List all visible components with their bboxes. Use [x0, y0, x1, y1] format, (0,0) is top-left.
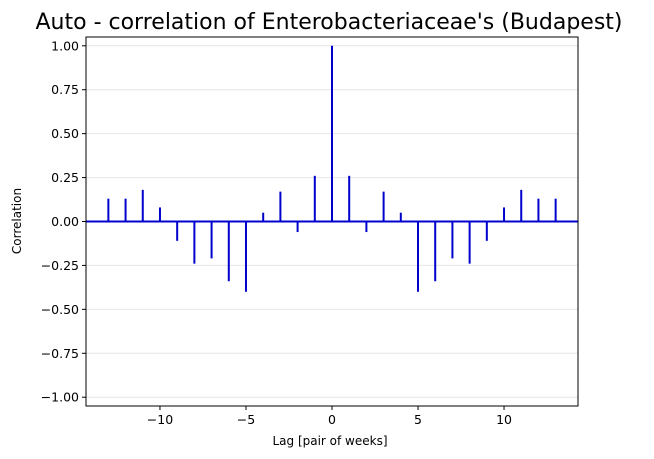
x-tick-label: −5 — [237, 412, 255, 427]
y-tick-label: 1.00 — [51, 38, 79, 53]
y-tick-label: −0.25 — [41, 258, 79, 273]
y-tick-label: 0.50 — [51, 126, 79, 141]
y-tick-label: −0.75 — [41, 346, 79, 361]
y-axis-label: Correlation — [10, 188, 24, 254]
chart-title: Auto - correlation of Enterobacteriaceae… — [36, 10, 623, 35]
y-tick-label: 0.00 — [51, 214, 79, 229]
y-tick-label: −0.50 — [41, 302, 79, 317]
correlation-bars — [107, 45, 557, 292]
x-tick-label: 10 — [496, 412, 512, 427]
x-axis-ticks: −10 −5 0 5 10 — [147, 406, 512, 427]
x-tick-label: 5 — [414, 412, 422, 427]
y-axis-ticks: 1.00 0.75 0.50 0.25 0.00 −0.25 −0.50 −0.75 −1.00 — [41, 38, 86, 405]
y-tick-label: 0.75 — [51, 82, 79, 97]
x-axis-label: Lag [pair of weeks] — [272, 434, 387, 448]
y-tick-label: 0.25 — [51, 170, 79, 185]
x-tick-label: −10 — [147, 412, 173, 427]
y-tick-label: −1.00 — [41, 390, 79, 405]
x-tick-label: 0 — [328, 412, 336, 427]
